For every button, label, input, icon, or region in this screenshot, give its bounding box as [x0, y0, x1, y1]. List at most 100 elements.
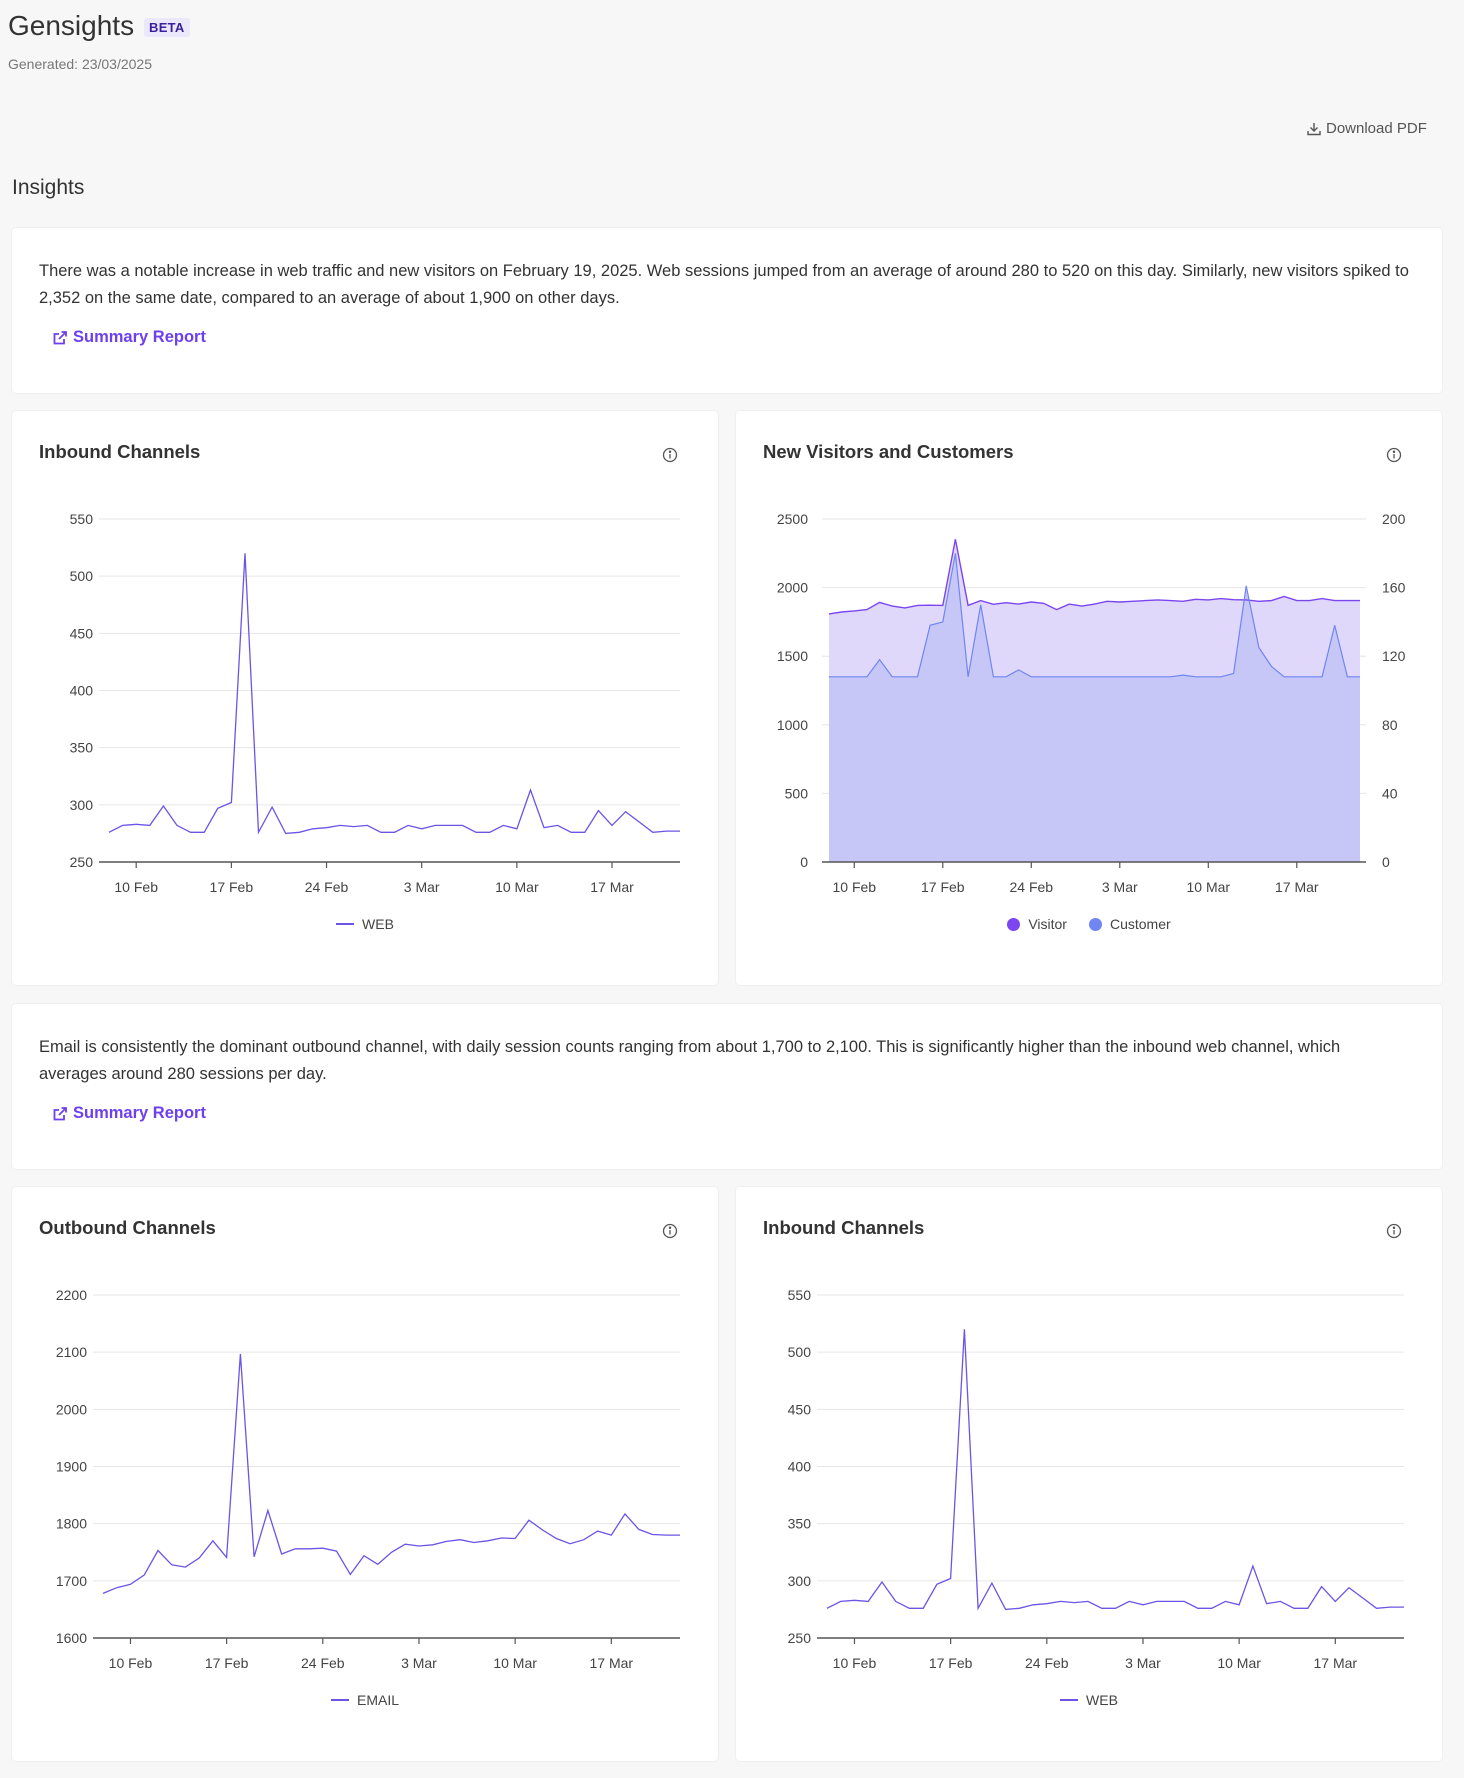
y-tick-label-right: 200	[1382, 511, 1406, 527]
y-tick-label-right: 120	[1382, 648, 1406, 664]
info-icon[interactable]	[662, 1223, 678, 1239]
chart-title: Inbound Channels	[763, 1217, 925, 1238]
y-tick-label: 450	[70, 625, 94, 641]
legend-label: WEB	[362, 916, 394, 932]
legend-item-web[interactable]: WEB	[1060, 1692, 1118, 1708]
y-tick-label-left: 1000	[777, 717, 808, 733]
y-tick-label: 1900	[56, 1459, 87, 1475]
x-tick-label: 3 Mar	[404, 879, 440, 895]
chart-title: Inbound Channels	[39, 441, 201, 462]
app-title: Gensights	[8, 10, 135, 41]
y-tick-label: 550	[70, 511, 94, 527]
inbound-channels-card: Inbound Channels 250 300 350 400 450 500 550 10…	[12, 411, 718, 985]
legend-line-swatch	[1060, 1699, 1079, 1701]
legend-item-visitor[interactable]: Visitor	[1007, 916, 1067, 932]
summary-report-link[interactable]: Summary Report	[52, 1104, 206, 1123]
series-line-email	[102, 1353, 680, 1595]
visitors-customers-chart: 0 500 1000 1500 2000 2500 0 40 80 120 160 200 10 Feb…	[777, 511, 1406, 895]
y-tick-label: 300	[70, 797, 94, 813]
x-tick-label: 17 Mar	[1275, 879, 1319, 895]
y-tick-label: 450	[788, 1401, 812, 1417]
y-tick-label: 1700	[56, 1573, 87, 1589]
chart-legend: WEB	[12, 916, 718, 932]
outbound-channels-card: Outbound Channels 1600 1700 1800 1900 2000 21…	[12, 1187, 718, 1761]
x-tick-label: 10 Feb	[109, 1655, 153, 1671]
outbound-channels-chart: 1600 1700 1800 1900 2000 2100 2200 10 Feb 17 Feb…	[56, 1287, 680, 1671]
chart-legend: Visitor Customer	[736, 916, 1442, 932]
x-tick-label: 10 Feb	[832, 879, 876, 895]
y-tick-label: 350	[70, 740, 94, 756]
x-tick-label: 10 Mar	[495, 879, 539, 895]
x-tick-label: 3 Mar	[1125, 1655, 1161, 1671]
y-tick-label-right: 160	[1382, 580, 1406, 596]
legend-label: EMAIL	[356, 1692, 399, 1708]
y-tick-label-left: 1500	[777, 648, 808, 664]
y-tick-label: 550	[788, 1287, 812, 1303]
series-line-web	[108, 553, 680, 835]
external-link-icon	[53, 330, 67, 344]
legend-line-swatch	[330, 1699, 349, 1701]
legend-label: Customer	[1109, 916, 1171, 932]
y-tick-label-right: 80	[1382, 717, 1398, 733]
insight-card-2: Email is consistently the dominant outbo…	[12, 1004, 1442, 1169]
legend-item-email[interactable]: EMAIL	[330, 1692, 399, 1708]
summary-report-link[interactable]: Summary Report	[52, 328, 206, 347]
y-tick-label-left: 2500	[777, 511, 808, 527]
info-icon[interactable]	[1386, 447, 1402, 463]
x-tick-label: 10 Feb	[833, 1655, 877, 1671]
download-icon	[1307, 122, 1321, 135]
legend-label: Visitor	[1028, 916, 1067, 932]
customer-line	[829, 553, 1360, 678]
info-icon[interactable]	[1386, 1223, 1402, 1239]
external-link-icon	[53, 1106, 67, 1120]
y-tick-label: 400	[788, 1459, 812, 1475]
y-tick-label: 500	[788, 1344, 812, 1360]
x-tick-label: 10 Feb	[114, 879, 158, 895]
y-tick-label: 350	[788, 1516, 812, 1532]
x-tick-label: 3 Mar	[401, 1655, 437, 1671]
visitors-customers-card: New Visitors and Customers 0 500 1000 1500 2…	[736, 411, 1442, 985]
summary-report-label: Summary Report	[73, 328, 206, 346]
y-tick-label: 300	[788, 1573, 812, 1589]
chart-legend: EMAIL	[12, 1692, 718, 1708]
info-icon[interactable]	[662, 447, 678, 463]
legend-dot-customer	[1088, 917, 1102, 931]
y-tick-label: 2100	[56, 1344, 87, 1360]
x-tick-label: 17 Mar	[590, 1655, 634, 1671]
y-tick-label: 2200	[56, 1287, 87, 1303]
legend-label: WEB	[1086, 1692, 1118, 1708]
legend-line-swatch	[336, 923, 355, 925]
x-tick-label: 17 Feb	[921, 879, 965, 895]
x-tick-label: 17 Mar	[1314, 1655, 1358, 1671]
y-tick-label: 1800	[56, 1516, 87, 1532]
x-tick-label: 24 Feb	[1009, 879, 1053, 895]
x-tick-label: 3 Mar	[1102, 879, 1138, 895]
chart-title: Outbound Channels	[39, 1217, 216, 1238]
x-tick-label: 17 Feb	[205, 1655, 249, 1671]
visitor-line	[828, 539, 1360, 615]
customer-area	[829, 553, 1360, 862]
download-pdf-label: Download PDF	[1326, 120, 1427, 137]
download-pdf-button[interactable]: Download PDF	[1306, 120, 1427, 137]
y-tick-label: 400	[70, 683, 94, 699]
generated-date: Generated: 23/03/2025	[8, 56, 153, 72]
y-tick-label-right: 40	[1382, 785, 1398, 801]
legend-item-web[interactable]: WEB	[336, 916, 394, 932]
summary-report-label: Summary Report	[73, 1104, 206, 1122]
inbound-channels-chart-2: 250 300 350 400 450 500 550 10 Feb 17 Feb 24 Feb 3…	[788, 1287, 1404, 1671]
y-tick-label: 250	[70, 854, 94, 870]
inbound-channels-chart: 250 300 350 400 450 500 550 10 Feb 17 Feb 24 Feb 3…	[70, 511, 680, 895]
y-tick-label-left: 500	[785, 785, 809, 801]
x-tick-label: 17 Feb	[929, 1655, 973, 1671]
x-tick-label: 24 Feb	[305, 879, 349, 895]
x-tick-label: 24 Feb	[1025, 1655, 1069, 1671]
x-tick-label: 10 Mar	[493, 1655, 537, 1671]
y-tick-label-right: 0	[1382, 854, 1390, 870]
x-tick-label: 10 Mar	[1217, 1655, 1261, 1671]
x-tick-label: 10 Mar	[1186, 879, 1230, 895]
chart-title: New Visitors and Customers	[763, 441, 1014, 462]
y-tick-label: 1600	[56, 1630, 87, 1646]
insight-card-1: There was a notable increase in web traf…	[12, 228, 1442, 393]
legend-item-customer[interactable]: Customer	[1088, 916, 1171, 932]
inbound-channels-card-2: Inbound Channels 250 300 350 400 450 500 550 10…	[736, 1187, 1442, 1761]
